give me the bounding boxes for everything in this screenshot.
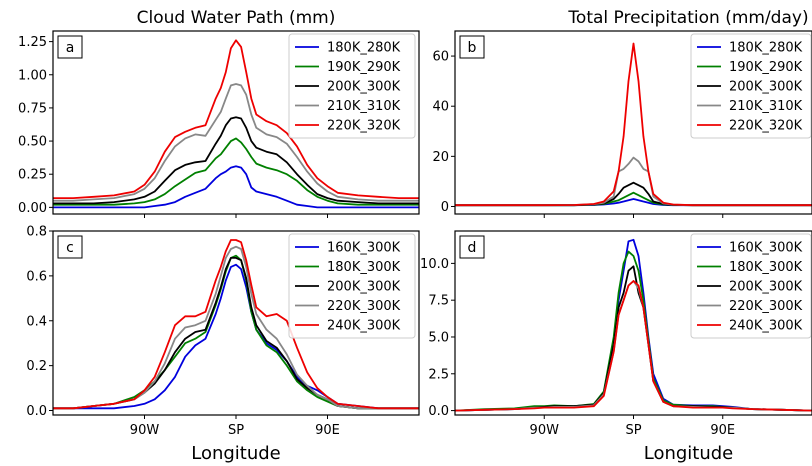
y-tick-label: 7.5 (428, 294, 449, 309)
x-tick-label: 90W (530, 423, 560, 438)
legend-entry: 220K_300K (729, 299, 803, 314)
series-line-200K_300K (455, 181, 812, 207)
panel-label-box (459, 35, 485, 59)
legend-box (690, 233, 812, 339)
panel-label: c (66, 240, 74, 256)
panel-label-box (459, 235, 485, 259)
series-line-240K_300K (53, 239, 419, 410)
y-tick-label: 0.4 (26, 314, 47, 329)
series-group (455, 42, 812, 207)
y-tick-label: 1.25 (18, 35, 47, 50)
series-line-190K_290K (53, 137, 419, 206)
panel-d: 0.0 2.5 5.0 7.5 10.0 90W SP 90E Longitude d 160K_3… (420, 230, 812, 464)
y-tick-label: 0.2 (26, 359, 47, 374)
panel-label: b (468, 40, 477, 56)
series-line-210K_310K (455, 156, 812, 207)
y-tick-label: 0.0 (428, 404, 449, 419)
y-tick-label: 0.8 (26, 225, 47, 240)
panel-label: a (66, 40, 75, 56)
y-tick-label: 0.25 (18, 168, 47, 183)
legend-entry: 190K_290K (729, 60, 803, 75)
legend-box (288, 33, 416, 139)
y-tick-label: 1.00 (18, 68, 47, 83)
panel-title: Cloud Water Path (mm) (137, 8, 336, 28)
legend-entry: 220K_320K (327, 119, 401, 134)
legend-entry: 240K_300K (327, 319, 401, 334)
panel-label: d (468, 240, 477, 256)
y-tick-label: 5.0 (428, 330, 449, 345)
x-axis-label: Longitude (644, 443, 734, 464)
legend-entry: 220K_300K (327, 299, 401, 314)
legend-box (288, 233, 416, 339)
legend-entry: 180K_300K (729, 260, 803, 275)
series-line-200K_300K (53, 116, 419, 205)
panel-a: 0.00 0.25 0.50 0.75 1.00 1.25 Cloud Water Path… (18, 8, 420, 218)
panel-b: 0 20 40 60 Total Precipitation (mm/day) b 180K… (432, 8, 812, 218)
y-tick-label: 20 (432, 150, 449, 165)
x-tick-label: SP (228, 423, 244, 438)
y-tick-label: 0.6 (26, 269, 47, 284)
y-tick-label: 0.75 (18, 101, 47, 116)
x-tick-label: 90E (315, 423, 340, 438)
legend-box (690, 33, 812, 139)
legend-entry: 160K_300K (729, 241, 803, 256)
legend-entry: 210K_310K (327, 99, 401, 114)
y-tick-label: 40 (432, 100, 449, 115)
legend-entry: 210K_310K (729, 99, 803, 114)
series-group (53, 239, 419, 410)
series-group (53, 39, 419, 209)
legend-entry: 160K_300K (327, 241, 401, 256)
series-group (455, 238, 812, 412)
series-line-220K_320K (53, 39, 419, 199)
series-line-180K_280K (53, 165, 419, 209)
y-tick-label: 0.0 (26, 404, 47, 419)
legend-entry: 200K_300K (327, 80, 401, 95)
legend-entry: 220K_320K (729, 119, 803, 134)
y-tick-label: 0.00 (18, 201, 47, 216)
x-tick-label: 90E (710, 423, 735, 438)
x-tick-label: SP (625, 423, 641, 438)
series-line-210K_310K (53, 83, 419, 202)
series-line-220K_320K (455, 42, 812, 207)
x-axis-label: Longitude (191, 443, 281, 464)
panel-label-box (57, 235, 83, 259)
y-tick-label: 0 (441, 200, 449, 215)
legend-entry: 200K_300K (729, 80, 803, 95)
series-line-220K_300K (53, 245, 419, 410)
legend-entry: 180K_280K (729, 41, 803, 56)
series-line-240K_300K (455, 280, 812, 412)
y-tick-label: 0.50 (18, 135, 47, 150)
legend-entry: 180K_300K (327, 260, 401, 275)
legend-entry: 190K_290K (327, 60, 401, 75)
y-tick-label: 10.0 (420, 257, 449, 272)
y-tick-label: 60 (432, 50, 449, 65)
legend-entry: 200K_300K (729, 280, 803, 295)
y-tick-label: 2.5 (428, 367, 449, 382)
legend-entry: 240K_300K (729, 319, 803, 334)
panel-title: Total Precipitation (mm/day) (567, 8, 808, 28)
series-line-180K_280K (455, 198, 812, 207)
panel-c: 0.0 0.2 0.4 0.6 0.8 90W SP 90E Longitude c 160K_30… (26, 225, 420, 464)
legend-entry: 180K_280K (327, 41, 401, 56)
panel-label-box (57, 35, 83, 59)
x-tick-label: 90W (130, 423, 160, 438)
legend-entry: 200K_300K (327, 280, 401, 295)
